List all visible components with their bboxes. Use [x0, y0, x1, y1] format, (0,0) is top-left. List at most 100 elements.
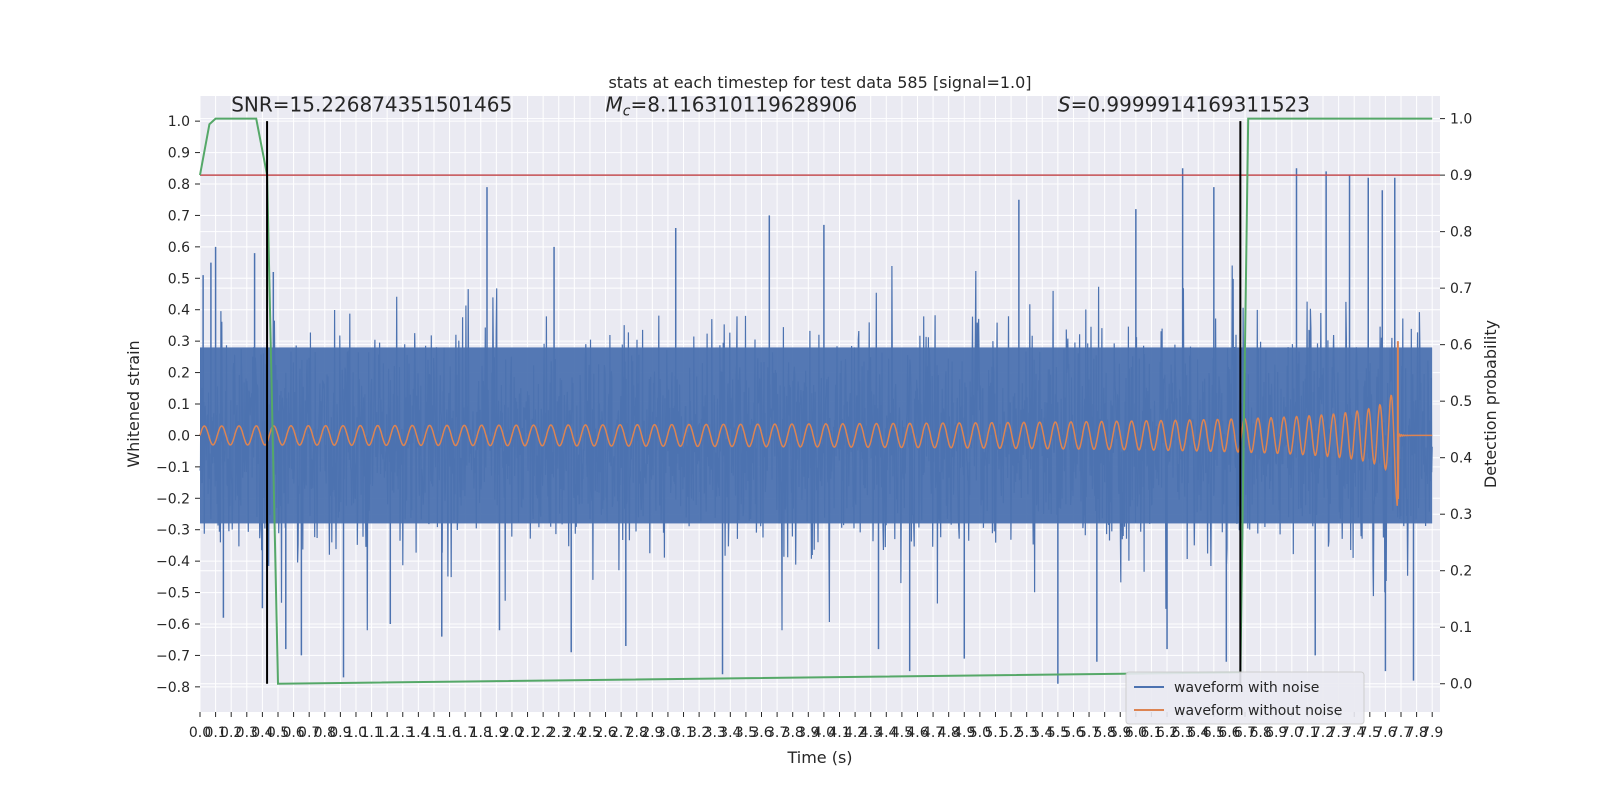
- x-tick-label-41: 4.1: [828, 725, 850, 741]
- x-tick-label-37: 3.7: [766, 725, 788, 741]
- chart-text: stats at each timestep for test data 585…: [124, 73, 1500, 767]
- x-tick-label-28: 2.8: [626, 725, 648, 741]
- y-tick-label-0: −0.8: [156, 680, 190, 696]
- x-tick-label-76: 7.6: [1374, 725, 1396, 741]
- annotation-2: S=0.9999914169311523: [1058, 93, 1310, 117]
- x-tick-label-4: 0.4: [251, 725, 273, 741]
- x-tick-label-24: 2.4: [563, 725, 585, 741]
- y-tick-label-6: −0.2: [156, 491, 190, 507]
- legend: waveform with noise waveform without nois…: [1125, 671, 1365, 725]
- x-tick-label-30: 3.0: [657, 725, 679, 741]
- x-tick-label-10: 1.0: [345, 725, 367, 741]
- annotation-1: Mc=8.116310119628906: [606, 93, 858, 120]
- x-tick-label-18: 1.8: [470, 725, 492, 741]
- y2-tick-label-4: 0.4: [1450, 451, 1472, 467]
- y-tick-label-16: 0.8: [168, 177, 190, 193]
- x-tick-label-21: 2.1: [516, 725, 538, 741]
- y2-tick-label-8: 0.8: [1450, 225, 1472, 241]
- x-tick-label-25: 2.5: [579, 725, 601, 741]
- y2-tick-label-5: 0.5: [1450, 394, 1472, 410]
- x-tick-label-57: 5.7: [1078, 725, 1100, 741]
- x-tick-label-70: 7.0: [1281, 725, 1303, 741]
- x-tick-label-39: 3.9: [797, 725, 819, 741]
- x-tick-label-36: 3.6: [750, 725, 772, 741]
- x-tick-label-50: 5.0: [969, 725, 991, 741]
- x-tick-label-27: 2.7: [610, 725, 632, 741]
- x-tick-label-46: 4.6: [906, 725, 928, 741]
- x-tick-label-72: 7.2: [1312, 725, 1334, 741]
- legend-label-1: waveform without noise: [1174, 703, 1342, 719]
- x-tick-label-23: 2.3: [548, 725, 570, 741]
- x-tick-label-1: 0.1: [204, 725, 226, 741]
- x-tick-label-26: 2.6: [594, 725, 616, 741]
- x-tick-label-51: 5.1: [984, 725, 1006, 741]
- waveform-with-noise-series: [199, 168, 1433, 684]
- x-tick-label-0: 0.0: [189, 725, 211, 741]
- x-tick-label-17: 1.7: [454, 725, 476, 741]
- x-tick-label-78: 7.8: [1405, 725, 1427, 741]
- x-tick-label-33: 3.3: [704, 725, 726, 741]
- x-tick-label-53: 5.3: [1016, 725, 1038, 741]
- x-tick-label-55: 5.5: [1047, 725, 1069, 741]
- x-tick-label-74: 7.4: [1343, 725, 1365, 741]
- x-tick-label-69: 6.9: [1265, 725, 1287, 741]
- y-tick-label-10: 0.2: [168, 366, 190, 382]
- y-tick-label-4: −0.4: [156, 554, 190, 570]
- x-tick-label-3: 0.3: [236, 725, 258, 741]
- x-tick-label-54: 5.4: [1031, 725, 1053, 741]
- y-tick-label-7: −0.1: [156, 460, 190, 476]
- x-tick-label-67: 6.7: [1234, 725, 1256, 741]
- y2-tick-label-9: 0.9: [1450, 168, 1472, 184]
- legend-box: [1125, 671, 1365, 725]
- y-tick-label-2: −0.6: [156, 617, 190, 633]
- y2-tick-label-2: 0.2: [1450, 564, 1472, 580]
- x-tick-label-60: 6.0: [1125, 725, 1147, 741]
- x-tick-label-59: 5.9: [1109, 725, 1131, 741]
- y-tick-label-14: 0.6: [168, 240, 190, 256]
- x-tick-label-64: 6.4: [1187, 725, 1209, 741]
- x-tick-label-5: 0.5: [267, 725, 289, 741]
- x-tick-label-6: 0.6: [282, 725, 304, 741]
- x-tick-label-31: 3.1: [672, 725, 694, 741]
- x-tick-label-15: 1.5: [423, 725, 445, 741]
- y-tick-label-18: 1.0: [168, 114, 190, 130]
- y2-tick-label-6: 0.6: [1450, 338, 1472, 354]
- x-tick-label-35: 3.5: [735, 725, 757, 741]
- x-tick-label-29: 2.9: [641, 725, 663, 741]
- x-tick-label-58: 5.8: [1094, 725, 1116, 741]
- y-tick-label-12: 0.4: [168, 303, 190, 319]
- x-tick-label-42: 4.2: [844, 725, 866, 741]
- y-tick-label-13: 0.5: [168, 271, 190, 287]
- x-tick-label-68: 6.8: [1249, 725, 1271, 741]
- y-tick-label-15: 0.7: [168, 208, 190, 224]
- x-axis-label: Time (s): [786, 748, 852, 767]
- y-tick-label-3: −0.5: [156, 586, 190, 602]
- clean-waveform-line: [199, 394, 1433, 506]
- detection-probability-line: [199, 117, 1433, 685]
- x-tick-label-47: 4.7: [922, 725, 944, 741]
- x-tick-label-13: 1.3: [392, 725, 414, 741]
- y2-tick-label-3: 0.3: [1450, 507, 1472, 523]
- x-tick-label-65: 6.5: [1203, 725, 1225, 741]
- y-tick-label-9: 0.1: [168, 397, 190, 413]
- x-tick-label-38: 3.8: [782, 725, 804, 741]
- x-tick-label-43: 4.3: [860, 725, 882, 741]
- y-tick-label-8: 0.0: [168, 428, 190, 444]
- x-tick-label-20: 2.0: [501, 725, 523, 741]
- x-tick-label-66: 6.6: [1218, 725, 1240, 741]
- x-tick-label-48: 4.8: [938, 725, 960, 741]
- x-tick-label-62: 6.2: [1156, 725, 1178, 741]
- legend-label-0: waveform with noise: [1174, 680, 1319, 696]
- x-tick-label-22: 2.2: [532, 725, 554, 741]
- x-tick-label-73: 7.3: [1327, 725, 1349, 741]
- x-tick-label-16: 1.6: [438, 725, 460, 741]
- x-tick-label-11: 1.1: [360, 725, 382, 741]
- axes: −0.8−0.7−0.6−0.5−0.4−0.3−0.2−0.10.00.10.…: [156, 112, 1472, 741]
- x-tick-label-56: 5.6: [1062, 725, 1084, 741]
- x-tick-label-71: 7.1: [1296, 725, 1318, 741]
- detection-probability-series: [199, 117, 1440, 685]
- x-tick-label-14: 1.4: [407, 725, 429, 741]
- x-tick-label-9: 0.9: [329, 725, 351, 741]
- x-tick-label-19: 1.9: [485, 725, 507, 741]
